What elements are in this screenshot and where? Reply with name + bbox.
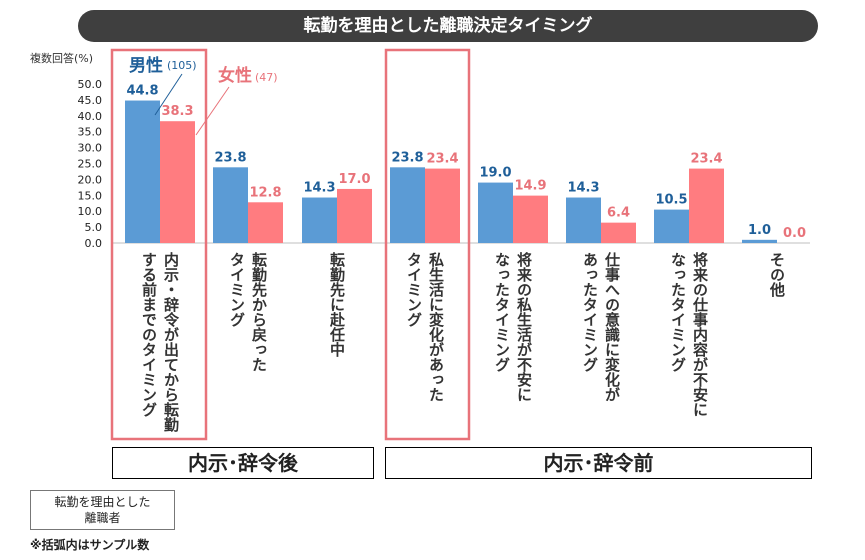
- group-label-before: 内示･辞令前: [385, 447, 812, 479]
- category-label-line: 転勤先に赴任中: [328, 252, 346, 357]
- category-label: 将来の私生活が不安に なったタイミング: [491, 252, 535, 432]
- bar-female: [337, 188, 372, 243]
- data-label-male: 23.8: [214, 150, 246, 165]
- footnote: ※括弧内はサンプル数: [30, 538, 150, 552]
- category-label-line: あったタイミング: [581, 252, 599, 372]
- y-tick-label: 45.0: [78, 94, 103, 107]
- category-label-line: 将来の私生活が不安に: [515, 252, 533, 402]
- legend-male-leader: [154, 73, 183, 116]
- y-tick-label: 35.0: [78, 126, 103, 139]
- category-label-line: 仕事への意識に変化が: [603, 252, 621, 402]
- data-label-female: 17.0: [338, 172, 370, 187]
- bar-female: [248, 202, 283, 243]
- category-label-line: 転勤先から戻った: [250, 252, 268, 372]
- respondent-line-1: 転勤を理由とした: [54, 495, 151, 509]
- category-label-line: なったタイミング: [669, 252, 687, 372]
- data-label-male: 10.5: [655, 193, 687, 208]
- highlight-box: [384, 48, 471, 441]
- bar-male: [566, 197, 601, 243]
- y-tick-label: 20.0: [78, 173, 103, 186]
- y-tick-label: 30.0: [78, 142, 103, 155]
- data-label-male: 14.3: [567, 181, 599, 196]
- respondent-box: 転勤を理由とした 離職者: [30, 490, 175, 530]
- bar-female: [160, 121, 195, 243]
- bar-female: [513, 195, 548, 243]
- bar-female: [601, 222, 636, 243]
- category-label: 仕事への意識に変化が あったタイミング: [579, 252, 623, 432]
- chart-title: 転勤を理由とした離職決定タイミング: [78, 10, 818, 42]
- respondent-line-2: 離職者: [84, 511, 121, 525]
- y-tick-label: 0.0: [85, 237, 103, 250]
- bar-male: [654, 209, 689, 243]
- y-tick-label: 10.0: [78, 205, 103, 218]
- bar-male: [742, 239, 777, 243]
- category-label: 内示・辞令が出てから転勤 する前までのタイミング: [138, 252, 182, 432]
- category-label-line: 内示・辞令が出てから転勤: [162, 252, 180, 432]
- data-label-female: 38.3: [161, 104, 193, 119]
- category-label: 私生活に変化があった タイミング: [403, 252, 447, 432]
- data-label-male: 1.0: [748, 223, 771, 238]
- legend-female-leader: [195, 86, 230, 136]
- data-label-female: 23.4: [426, 152, 458, 167]
- data-label-female: 0.0: [783, 226, 806, 241]
- y-tick-label: 5.0: [85, 221, 103, 234]
- bar-male: [302, 197, 337, 243]
- legend-male: 男性: [129, 55, 163, 76]
- bar-male: [390, 167, 425, 243]
- y-tick-label: 50.0: [78, 78, 103, 91]
- category-label-line: する前までのタイミング: [140, 252, 158, 417]
- data-label-male: 44.8: [126, 84, 158, 99]
- data-label-female: 12.8: [249, 185, 281, 200]
- y-tick-label: 15.0: [78, 189, 103, 202]
- data-label-female: 6.4: [607, 206, 630, 221]
- y-axis-label: 複数回答(%): [30, 51, 93, 65]
- category-label: その他: [766, 252, 788, 432]
- bar-male: [125, 100, 160, 243]
- category-label: 将来の仕事内容が不安に なったタイミング: [667, 252, 711, 432]
- legend-male-sample: (105): [167, 59, 197, 72]
- category-label-line: 私生活に変化があった: [427, 252, 445, 402]
- category-label: 転勤先に赴任中: [326, 252, 348, 432]
- category-label-line: タイミング: [228, 252, 246, 327]
- data-label-male: 14.3: [303, 181, 335, 196]
- data-label-female: 14.9: [514, 179, 546, 194]
- legend-female-sample: (47): [255, 71, 278, 84]
- bar-male: [213, 167, 248, 243]
- bar-female: [689, 168, 724, 243]
- category-label-line: その他: [768, 252, 786, 297]
- bar-female: [425, 168, 460, 243]
- data-label-male: 19.0: [479, 166, 511, 181]
- category-label-line: なったタイミング: [493, 252, 511, 372]
- category-label-line: 将来の仕事内容が不安に: [691, 252, 709, 417]
- bar-male: [478, 182, 513, 243]
- group-label-after: 内示･辞令後: [112, 447, 374, 479]
- y-tick-label: 40.0: [78, 110, 103, 123]
- y-tick-label: 25.0: [78, 158, 103, 171]
- legend-female: 女性: [218, 65, 252, 86]
- category-label-line: タイミング: [405, 252, 423, 327]
- data-label-male: 23.8: [391, 150, 423, 165]
- data-label-female: 23.4: [690, 152, 722, 167]
- category-label: 転勤先から戻った タイミング: [226, 252, 270, 432]
- highlight-box: [110, 48, 208, 441]
